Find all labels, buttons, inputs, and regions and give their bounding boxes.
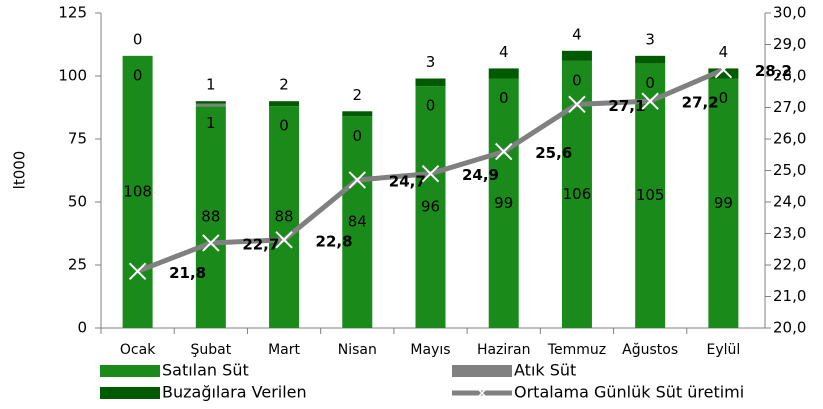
bar-segment [269, 101, 300, 107]
bar-segment [122, 55, 153, 329]
data-label: 1 [206, 76, 216, 94]
bar-segment [415, 78, 446, 87]
data-label: 3 [426, 53, 436, 71]
bar-segment [195, 103, 226, 107]
bar-segment [708, 68, 739, 79]
data-label: 0 [133, 66, 143, 84]
legend-swatch [452, 365, 512, 377]
bar-segment [488, 78, 519, 329]
y-tick-label: 25 [68, 256, 87, 274]
y2-tick-label: 28,0 [773, 67, 806, 85]
line-marker [128, 262, 147, 281]
x-tick-label: Temmuz [547, 342, 606, 358]
line-marker [202, 234, 220, 252]
data-label: 4 [499, 43, 509, 61]
legend-label: Buzağılara Verilen [162, 383, 307, 402]
data-label: 4 [572, 25, 582, 43]
line-marker [641, 92, 659, 110]
bar-segment [561, 50, 592, 61]
line-label: 28,2 [755, 62, 792, 80]
line-label: 25,6 [535, 144, 572, 162]
y2-tick-label: 23,0 [773, 224, 806, 242]
x-tick-label: Nisan [338, 342, 377, 358]
data-label: 108 [123, 182, 152, 200]
data-label: 88 [201, 208, 220, 226]
bar-segment [195, 101, 226, 104]
line-label: 22,7 [242, 235, 279, 253]
line-label: 27,1 [608, 97, 645, 115]
data-label: 0 [426, 97, 436, 115]
legend-swatch [100, 387, 160, 399]
y-tick-label: 75 [68, 130, 87, 148]
y-tick-label: 50 [68, 193, 87, 211]
bar-segment [269, 106, 300, 329]
y2-tick-label: 22,0 [773, 256, 806, 274]
data-label: 0 [133, 30, 143, 48]
data-label: 0 [719, 89, 729, 107]
data-label: 0 [645, 74, 655, 92]
bar-segment [635, 63, 666, 329]
line-label: 22,8 [316, 232, 353, 250]
bar-segment [708, 78, 739, 329]
legend-label: Atık Süt [514, 361, 576, 380]
data-label: 105 [636, 186, 665, 204]
y2-tick-label: 24,0 [773, 193, 806, 211]
y2-tick-label: 27,0 [773, 98, 806, 116]
x-tick-label: Mayıs [410, 342, 450, 358]
line-marker [275, 231, 293, 249]
line-marker [495, 142, 513, 161]
x-tick-label: Mart [268, 342, 300, 358]
x-tick-label: Ağustos [622, 342, 678, 358]
data-label: 99 [714, 194, 733, 212]
bar-segment [635, 55, 666, 64]
line-label: 27,2 [682, 94, 719, 112]
data-label: 106 [563, 185, 592, 203]
bar-segment [195, 106, 226, 329]
line-label: 21,8 [169, 264, 206, 282]
data-label: 99 [494, 194, 513, 212]
line-label: 24,7 [389, 172, 426, 190]
bar-segment [342, 111, 373, 117]
data-label: 96 [421, 198, 440, 216]
line-label: 24,9 [462, 166, 499, 184]
data-label: 0 [572, 71, 582, 89]
y2-tick-label: 20,0 [773, 319, 806, 337]
line-marker [568, 95, 586, 114]
legend-marker [477, 388, 487, 398]
y-tick-label: 125 [58, 4, 87, 22]
data-label: 4 [719, 43, 729, 61]
line-marker [421, 164, 440, 183]
bar-segment [488, 68, 519, 79]
y2-tick-label: 25,0 [773, 161, 806, 179]
y-tick-label: 100 [58, 67, 87, 85]
data-label: 1 [206, 114, 216, 132]
data-label: 2 [353, 86, 363, 104]
data-label: 84 [348, 213, 367, 231]
bar-segment [415, 86, 446, 328]
x-tick-label: Haziran [477, 342, 531, 358]
y2-tick-label: 29,0 [773, 35, 806, 53]
data-label: 0 [353, 127, 363, 145]
data-label: 0 [499, 89, 509, 107]
x-tick-label: Ocak [120, 342, 156, 358]
line-marker [714, 60, 733, 79]
legend-label: Satılan Süt [162, 361, 249, 380]
legend-swatch [100, 365, 160, 377]
line-marker [348, 171, 366, 189]
bar-segment [342, 116, 373, 328]
y-axis-label: lt000 [11, 151, 29, 190]
x-tick-label: Eylül [706, 342, 740, 358]
y2-tick-label: 30,0 [773, 4, 806, 22]
x-tick-label: Şubat [190, 342, 231, 358]
y-tick-label: 0 [77, 319, 87, 337]
y2-tick-label: 26,0 [773, 130, 806, 148]
data-label: 0 [279, 117, 289, 135]
data-label: 88 [275, 208, 294, 226]
data-label: 2 [279, 76, 289, 94]
data-label: 3 [645, 30, 655, 48]
y2-tick-label: 21,0 [773, 287, 806, 305]
legend-label: Ortalama Günlük Süt üretimi [514, 383, 744, 402]
